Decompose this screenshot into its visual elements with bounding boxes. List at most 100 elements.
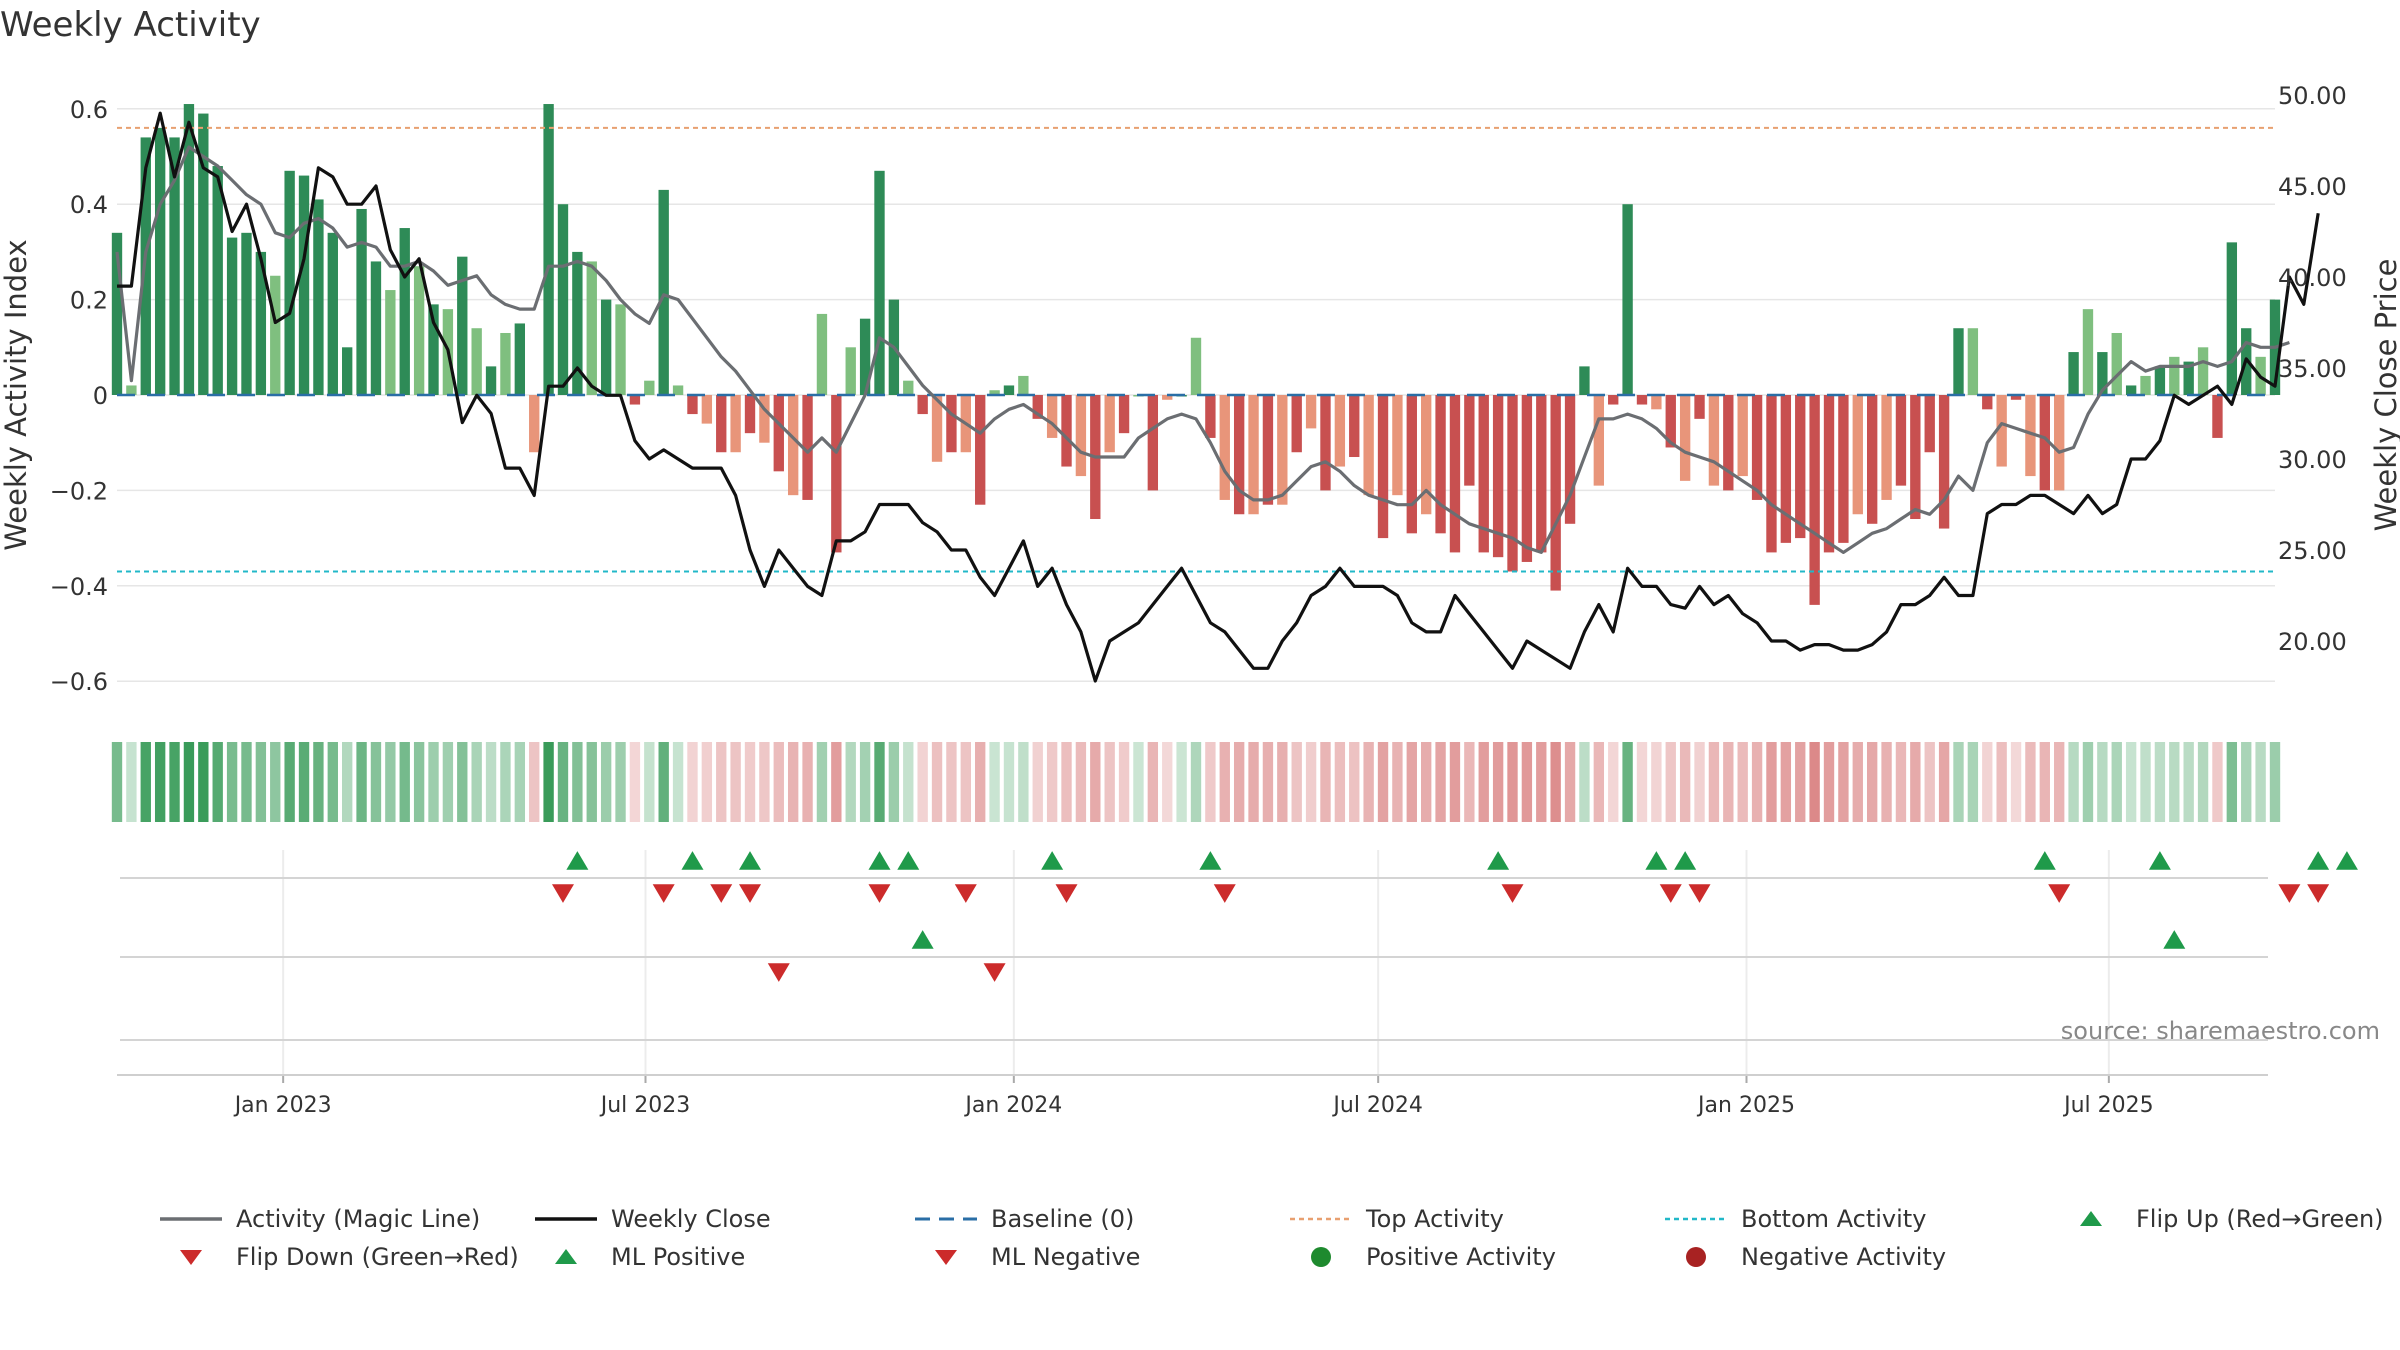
activity-bar — [327, 232, 338, 395]
legend-item: Positive Activity — [1290, 1243, 1556, 1271]
flip-up-marker — [1674, 851, 1697, 870]
activity-heat-cell — [1061, 742, 1072, 822]
y2-axis-label: Weekly Close Price — [2369, 259, 2400, 532]
activity-heat-cell — [1133, 742, 1144, 822]
activity-heat-cell — [1003, 742, 1015, 822]
legend-swatch — [1665, 1217, 1727, 1221]
activity-heat-cell — [1579, 742, 1590, 822]
activity-heat-cell — [1363, 742, 1374, 822]
y2-tick-label: 20.00 — [2278, 628, 2347, 656]
activity-heat-cell — [1305, 742, 1317, 822]
activity-bar — [2025, 395, 2036, 477]
activity-heat-cell — [1118, 742, 1130, 822]
activity-heat-cell — [1665, 742, 1676, 822]
activity-bar — [2183, 361, 2194, 395]
activity-heat-cell — [1550, 742, 1561, 822]
activity-bar — [241, 232, 252, 395]
flip-up-marker — [868, 851, 891, 870]
activity-bar — [1205, 395, 1216, 438]
x-tick-label: Jul 2025 — [2062, 1093, 2154, 1118]
activity-heat-cell — [1320, 742, 1331, 822]
activity-heat-cell — [1492, 742, 1504, 822]
activity-bar — [1219, 395, 1230, 500]
activity-bar — [644, 380, 655, 395]
activity-bar — [212, 166, 223, 395]
activity-heat-cell — [1938, 742, 1950, 822]
activity-bar — [1795, 395, 1806, 539]
activity-bar — [183, 104, 195, 395]
activity-bar — [1233, 395, 1245, 515]
activity-bar — [1694, 395, 1705, 419]
legend-swatch — [1311, 1247, 1331, 1267]
activity-heat-cell — [1866, 742, 1878, 822]
activity-heat-cell — [529, 742, 540, 822]
activity-bar — [1809, 395, 1820, 605]
activity-heat-cell — [385, 742, 396, 822]
activity-bar — [370, 261, 382, 395]
activity-bar — [1550, 395, 1561, 591]
legend-label: Top Activity — [1366, 1205, 1504, 1233]
activity-bar — [529, 395, 540, 453]
activity-bar — [1363, 395, 1374, 496]
activity-heat-cell — [2039, 742, 2050, 822]
activity-heat-cell — [1219, 742, 1230, 822]
ml-positive-marker — [2163, 930, 2186, 949]
flip-down-marker — [2278, 884, 2301, 903]
activity-heat-cell — [859, 742, 871, 822]
activity-bar — [1766, 395, 1777, 553]
flip-down-marker — [2048, 884, 2071, 903]
activity-heat-cell — [1593, 742, 1605, 822]
activity-bar — [543, 104, 554, 395]
y2-tick-label: 45.00 — [2278, 173, 2347, 201]
x-tick-label: Jan 2024 — [963, 1093, 1062, 1118]
activity-heat-cell — [140, 742, 151, 822]
activity-heat-cell — [1737, 742, 1748, 822]
activity-bar — [874, 170, 885, 395]
activity-heat-cell — [701, 742, 713, 822]
flip-up-marker — [681, 851, 704, 870]
activity-bar — [2212, 395, 2223, 438]
activity-heat-cell — [1262, 742, 1274, 822]
flip-up-marker — [897, 851, 920, 870]
activity-heat-cell — [1795, 742, 1806, 822]
activity-bar — [413, 266, 425, 395]
flip-down-marker — [551, 884, 574, 903]
activity-bar — [1895, 395, 1907, 486]
legend-item: Flip Down (Green→Red) — [160, 1243, 519, 1271]
legend-swatch — [555, 1249, 577, 1264]
activity-bar — [859, 318, 871, 395]
activity-bar — [572, 251, 583, 395]
activity-bar — [1478, 395, 1489, 553]
activity-bar — [1780, 395, 1792, 543]
activity-bar — [787, 395, 799, 496]
activity-bar — [1507, 395, 1518, 572]
activity-bar — [313, 199, 324, 395]
activity-heat-cell — [2025, 742, 2036, 822]
activity-heat-cell — [2125, 742, 2137, 822]
activity-heat-cell — [687, 742, 698, 822]
activity-bar — [615, 304, 626, 395]
activity-bar — [1910, 395, 1921, 520]
y2-tick-label: 50.00 — [2278, 82, 2347, 110]
activity-heat-cell — [1838, 742, 1849, 822]
activity-heat-cell — [1651, 742, 1662, 822]
flip-up-marker — [2148, 851, 2171, 870]
flip-up-marker — [1199, 851, 1222, 870]
activity-heat-cell — [2255, 742, 2266, 822]
ml-negative-marker — [983, 963, 1006, 982]
activity-bar — [2226, 242, 2238, 395]
activity-heat-cell — [471, 742, 482, 822]
activity-heat-cell — [1780, 742, 1792, 822]
activity-bar — [600, 299, 612, 395]
activity-heat-cell — [1564, 742, 1576, 822]
activity-bar — [169, 137, 180, 396]
activity-bar — [1708, 395, 1720, 486]
flip-down-marker — [652, 884, 675, 903]
activity-bar — [2154, 366, 2166, 395]
activity-bar — [744, 395, 756, 434]
legend-item: Top Activity — [1290, 1205, 1504, 1233]
activity-heat-cell — [1708, 742, 1720, 822]
flip-up-marker — [566, 851, 589, 870]
activity-heat-cell — [917, 742, 928, 822]
activity-heat-cell — [1046, 742, 1058, 822]
